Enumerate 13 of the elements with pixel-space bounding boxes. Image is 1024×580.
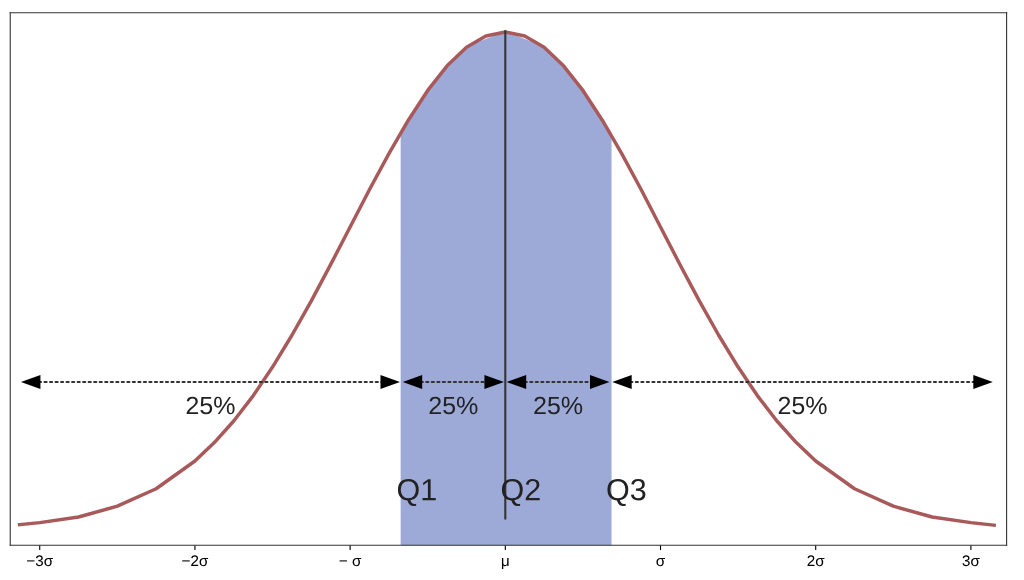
x-tick-label: − σ <box>339 557 362 567</box>
x-tick-label: 3σ <box>962 555 980 567</box>
x-tick-label: 2σ <box>807 555 825 567</box>
annotation: 25% <box>186 396 235 415</box>
x-tick-label: −2σ <box>182 555 209 567</box>
annotation: 25% <box>778 396 827 415</box>
annotation: Q1 <box>397 478 436 507</box>
annotation: 25% <box>534 396 583 415</box>
x-tick-label: σ <box>656 557 665 567</box>
annotation: Q3 <box>607 478 646 507</box>
x-tick-label: μ <box>501 557 509 569</box>
annotation: 25% <box>429 396 478 415</box>
x-tick-label: −3σ <box>27 555 53 567</box>
